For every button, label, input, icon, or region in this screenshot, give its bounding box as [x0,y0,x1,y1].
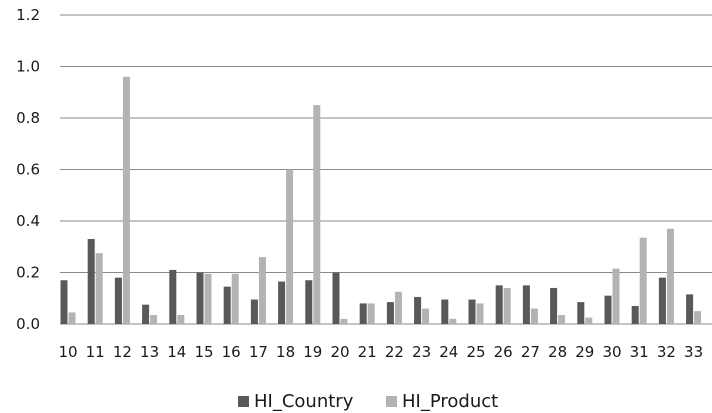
x-tick-label: 11 [86,343,105,361]
y-tick-label: 0.6 [16,161,40,179]
x-tick-label: 14 [167,343,186,361]
y-tick-label: 1.2 [16,6,40,24]
x-tick-label: 26 [494,343,513,361]
x-tick-label: 29 [575,343,594,361]
bar-hi-country-29 [577,302,585,324]
gridlines [60,14,712,325]
legend-swatch-hi-product [386,396,397,407]
x-tick-label: 28 [548,343,567,361]
bar-hi-product-16 [231,273,239,324]
bar-hi-product-17 [258,257,266,324]
bar-hi-country-14 [169,269,177,324]
bar-hi-product-24 [449,318,457,324]
x-tick-label: 25 [466,343,485,361]
legend-label-hi-country: HI_Country [254,391,354,412]
bar-hi-product-29 [585,317,593,324]
bar-hi-country-32 [658,277,666,324]
y-tick-label: 0.8 [16,109,40,127]
bar-hi-product-22 [394,291,402,324]
bar-hi-country-31 [631,305,639,324]
x-tick-label: 13 [140,343,159,361]
bar-hi-country-30 [604,295,612,324]
bar-hi-country-21 [359,303,367,324]
x-tick-label: 31 [630,343,649,361]
bar-hi-country-33 [686,294,694,324]
bar-hi-product-19 [313,105,321,324]
bar-hi-country-18 [278,281,286,324]
bar-hi-country-10 [60,280,68,324]
x-tick-label: 20 [330,343,349,361]
bar-hi-country-19 [305,280,313,324]
x-tick-label: 16 [222,343,241,361]
x-tick-label: 30 [602,343,621,361]
legend-swatch-hi-country [238,396,249,407]
y-tick-label: 0.4 [16,212,40,230]
bar-hi-product-33 [694,311,702,324]
bar-hi-product-30 [612,268,620,324]
bar-hi-product-32 [666,228,674,324]
bar-hi-country-16 [223,286,231,324]
x-tick-label: 18 [276,343,295,361]
bar-hi-product-15 [204,273,212,324]
x-tick-label: 32 [657,343,676,361]
y-tick-label: 0.2 [16,264,40,282]
bar-hi-country-15 [196,272,204,324]
bar-hi-product-20 [340,318,348,324]
bar-hi-product-31 [639,237,647,324]
x-tick-label: 12 [113,343,132,361]
bar-hi-country-17 [250,299,258,324]
bar-hi-country-24 [441,299,449,324]
legend: HI_Country HI_Product [238,391,498,412]
x-tick-label: 33 [684,343,703,361]
x-tick-label: 10 [58,343,77,361]
x-tick-label: 24 [439,343,458,361]
x-tick-label: 15 [194,343,213,361]
bar-hi-country-23 [414,296,422,324]
bar-hi-product-11 [95,253,103,324]
y-axis: 0.0 0.2 0.4 0.6 0.8 1.0 1.2 [16,6,40,333]
bar-hi-country-25 [468,299,476,324]
bar-hi-product-21 [367,303,375,324]
y-tick-label: 1.0 [16,58,40,76]
x-tick-label: 17 [249,343,268,361]
bar-hi-product-14 [177,314,185,324]
bar-hi-product-28 [558,314,566,324]
bar-hi-product-12 [122,76,130,324]
bar-hi-country-22 [386,302,394,324]
bar-hi-product-18 [286,169,294,324]
bar-hi-product-25 [476,303,484,324]
bars [60,76,702,324]
bar-hi-product-10 [68,312,76,324]
bar-hi-product-13 [150,314,158,324]
bar-hi-country-26 [495,285,503,324]
bar-hi-product-23 [422,308,430,324]
x-tick-label: 21 [358,343,377,361]
bar-hi-country-11 [87,239,95,324]
x-tick-label: 23 [412,343,431,361]
x-axis: 10 11 12 13 14 15 16 17 18 19 20 21 22 23 24 25 26 27 28 29… [58,343,703,361]
bar-hi-product-26 [503,287,511,324]
bar-hi-product-27 [530,308,538,324]
legend-label-hi-product: HI_Product [402,391,498,412]
y-tick-label: 0.0 [16,315,40,333]
x-tick-label: 27 [521,343,540,361]
bar-hi-country-28 [550,287,558,324]
bar-hi-country-12 [114,277,122,324]
x-tick-label: 22 [385,343,404,361]
bar-hi-country-13 [142,304,150,324]
x-tick-label: 19 [303,343,322,361]
bar-hi-country-20 [332,272,340,324]
bar-hi-country-27 [522,285,530,324]
